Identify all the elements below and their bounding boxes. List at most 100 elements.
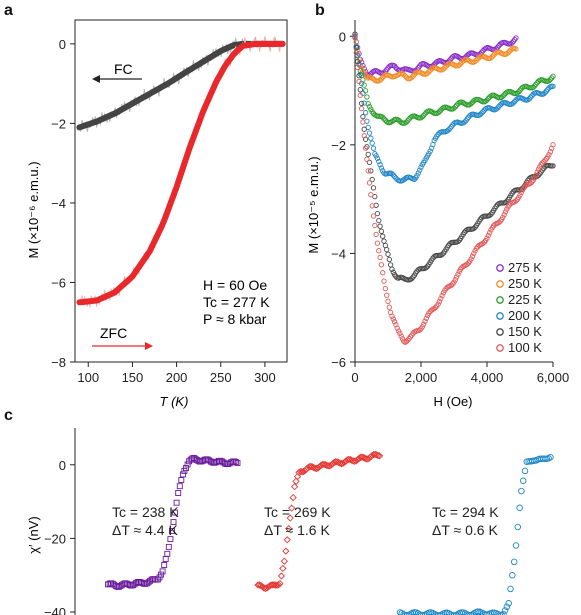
tc-annotation: Tc = 277 K [203,294,270,310]
panel-a-x-tick-label: 250 [210,370,232,385]
series-150k-point [389,266,395,272]
transition-3-point [432,611,440,615]
series-100k-point [435,301,441,307]
transition-2-point [255,581,264,589]
fc-line [76,40,286,131]
transition-3-point [402,611,409,615]
transition-2-point [318,460,327,469]
series-225k-point [420,112,427,119]
series-100k-point [484,235,490,241]
transition-3-point [413,609,420,615]
series-100k-point [358,105,365,112]
series-100k-point [399,336,406,342]
transition-2-point [274,581,283,589]
series-150k-point [376,217,382,224]
legend-entry-label: 250 K [508,276,542,291]
series-100k-point [464,261,470,267]
series-150k-point [353,44,359,51]
series-100k-point [366,180,373,186]
transition-3-point [478,609,485,615]
series-250k-point [505,50,511,56]
transition-2-point [374,451,382,460]
series-100k-point [501,212,507,218]
legend-entry-label: 200 K [508,308,542,323]
series-100k-point [471,250,477,257]
series-225k-point [366,103,373,110]
series-100k-point [389,313,395,319]
transition-1-point [170,519,177,526]
series-150k-point [356,73,362,79]
series-200k-point [377,162,383,168]
series-100k-point [453,274,460,280]
panel-a-x-tick-label: 300 [254,370,276,385]
fc-label: FC [114,61,133,77]
transition-3-point [398,609,406,615]
zfc-arrowhead-icon [145,342,153,350]
series-100k-point [361,133,367,139]
series-200k-point [550,83,556,89]
series-250k-point [473,57,480,63]
transition-2-point [286,514,294,522]
panel-a-x-tick-label: 100 [77,370,99,385]
transition-3-point [547,453,554,461]
panel-label-a: a [4,2,13,19]
transition-3-point [507,585,514,593]
transition-2-point [273,581,281,589]
series-250k-point [426,69,432,75]
series-100k-point [542,157,548,163]
transition-3-point [498,612,505,615]
legend-entry-label: 225 K [508,292,542,307]
series-200k-point [361,100,367,106]
transition-2-point [305,463,313,471]
series-100k-point [372,222,378,229]
transition-2-point [290,483,299,491]
transition-2-point [277,572,286,580]
series-225k-point [381,116,387,122]
panel-b-x-tick-label: 6,000 [537,370,570,385]
series-200k-point [494,105,501,111]
panel-label-b: b [315,2,325,19]
transition-3-point [501,607,509,614]
series-200k-point [353,43,359,49]
legend-marker-icon [496,344,504,352]
series-150k-point [369,176,375,183]
series-200k-point [512,98,518,105]
panel-a-chart: 100 150 200 250 300 0 −2 −4 −6 −8 T (K) M (×10⁻⁶ … [26,19,288,409]
series-100k-point [513,198,519,204]
transition-3-point [411,609,418,615]
series-150k-point [387,262,394,268]
series-100k-point [384,292,390,298]
series-250k-point [513,46,519,52]
series-100k-point [370,213,377,219]
series-100k-point [527,180,534,186]
panel-b-axes: 0 2,000 4,000 6,000 0 −2 −4 −6 [331,20,569,385]
transition-2-point [337,459,346,468]
series-150k-point [455,238,461,245]
transition-2-point [283,536,291,544]
transition-3-point [503,603,511,610]
series-225k-point [516,89,522,95]
series-100k-point [531,175,538,181]
transition-3-point [512,542,520,549]
panel-b-x-axis-label: H (Oe) [434,394,473,409]
series-100k-point [469,253,476,259]
transition-3-point [519,477,527,485]
transition-2-point [350,457,359,465]
panel-a-x-tick-label: 150 [122,370,144,385]
series-150k-point [374,210,381,217]
series-100k-point [550,142,556,148]
series-200k-point [461,119,468,125]
zfc-label: ZFC [100,325,127,341]
series-150k-point [360,113,366,120]
series-100k-point [480,240,486,246]
series-200k-point [368,135,374,141]
transition-1-point [154,576,161,583]
series-225k-point [546,78,552,84]
series-100k-point [500,214,506,221]
transition-3-point [445,610,453,615]
series-200k-point [357,71,363,77]
pressure-annotation: P ≈ 8 kbar [203,311,267,327]
series-100k-point [455,271,461,277]
series-200k-point [414,172,420,179]
series-200k-point [391,173,398,180]
